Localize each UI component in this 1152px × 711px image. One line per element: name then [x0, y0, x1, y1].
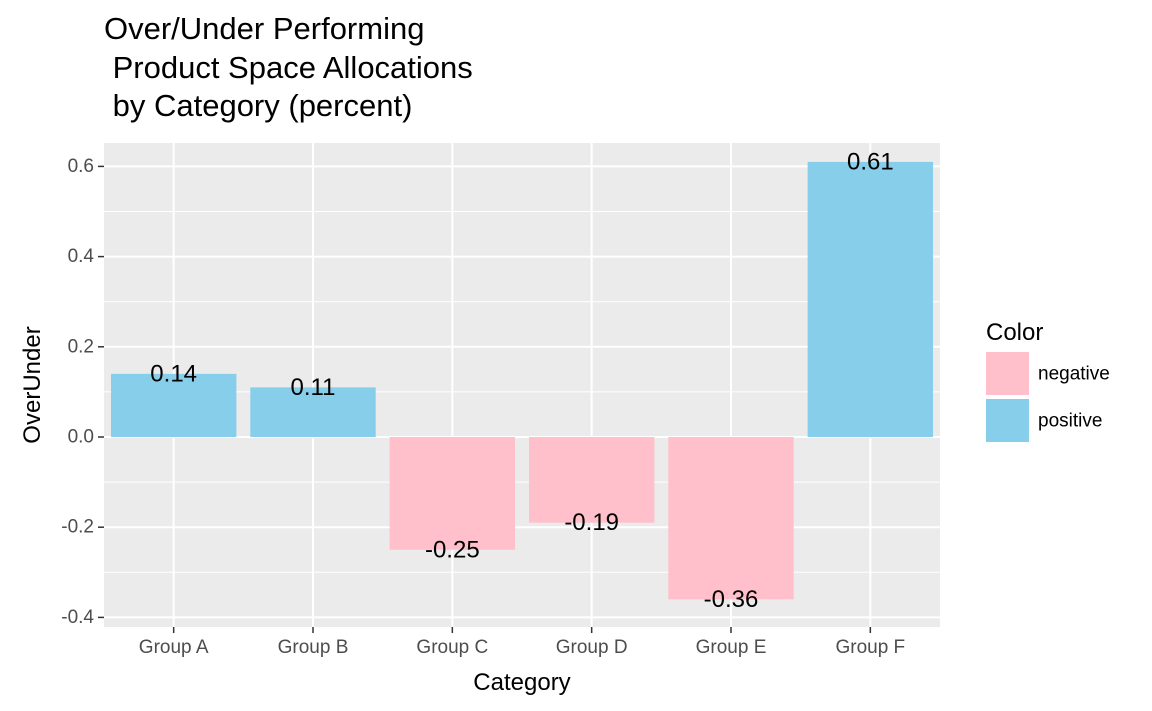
x-tick-label: Group F	[835, 637, 905, 658]
y-tick-label: -0.4	[61, 607, 94, 628]
x-tick-label: Group C	[416, 637, 488, 658]
data-label: -0.25	[425, 536, 480, 563]
legend-label-negative: negative	[1038, 364, 1110, 385]
bar-group-a	[110, 373, 237, 437]
chart-title: Over/Under Performing Product Space Allo…	[104, 11, 473, 123]
x-tick-label: Group B	[278, 637, 349, 658]
y-axis: -0.4 -0.2 0.0 0.2 0.4 0.6	[61, 156, 104, 628]
bar-group-d	[528, 437, 655, 523]
data-label: -0.19	[564, 509, 619, 536]
data-label: -0.36	[704, 586, 759, 613]
legend-entries: negative positive	[986, 352, 1110, 442]
x-axis-title: Category	[473, 669, 570, 696]
legend-label-positive: positive	[1038, 411, 1102, 432]
bars	[110, 161, 934, 600]
y-tick-label: 0.2	[68, 336, 94, 357]
legend: Color negative positive	[986, 319, 1110, 442]
data-labels: 0.14 0.11 -0.25 -0.19 -0.36 0.61	[150, 148, 893, 612]
legend-key-negative	[986, 352, 1029, 395]
plot-panel	[104, 143, 940, 627]
bar-group-e	[668, 437, 794, 600]
x-tick-label: Group A	[139, 637, 209, 658]
data-label: 0.11	[291, 374, 336, 401]
minor-gridlines	[104, 211, 940, 573]
y-tick-label: 0.4	[68, 246, 95, 267]
bar-group-f	[807, 161, 934, 437]
bar-group-b	[250, 387, 376, 437]
y-tick-label: 0.6	[68, 156, 94, 177]
y-axis-title: OverUnder	[19, 326, 46, 443]
y-tick-label: 0.0	[68, 427, 94, 448]
x-tick-label: Group D	[556, 637, 628, 658]
x-tick-label: Group E	[696, 637, 767, 658]
legend-title: Color	[986, 319, 1043, 346]
x-axis: Group A Group B Group C Group D Group E Group…	[139, 627, 905, 658]
data-label: 0.14	[150, 360, 197, 387]
bar-group-c	[389, 437, 516, 550]
data-label: 0.61	[847, 148, 894, 175]
y-tick-label: -0.2	[61, 517, 94, 538]
legend-key-positive	[986, 399, 1029, 442]
